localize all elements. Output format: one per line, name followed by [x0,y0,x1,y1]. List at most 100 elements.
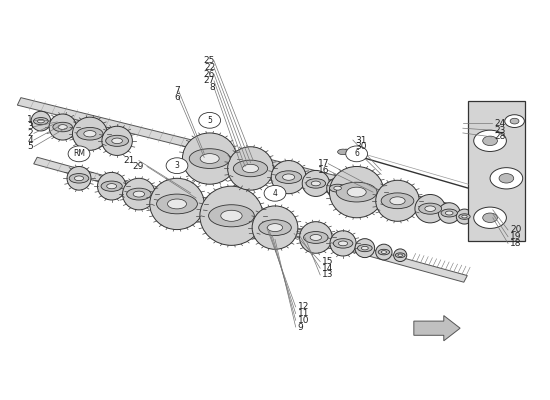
Ellipse shape [376,180,419,221]
Ellipse shape [381,251,387,254]
Ellipse shape [329,166,384,218]
Text: 4: 4 [27,136,32,144]
Ellipse shape [334,186,342,190]
Text: RM: RM [73,149,85,158]
Ellipse shape [123,178,155,210]
Text: 17: 17 [318,159,329,168]
Ellipse shape [102,126,133,156]
Ellipse shape [459,214,470,219]
Ellipse shape [49,114,76,140]
Text: 25: 25 [204,56,215,65]
Ellipse shape [510,118,519,124]
Ellipse shape [419,203,442,214]
Ellipse shape [329,184,346,192]
Ellipse shape [474,207,507,228]
Text: 26: 26 [204,70,215,79]
Ellipse shape [302,170,329,196]
Text: 11: 11 [298,309,309,318]
Text: 31: 31 [355,136,366,144]
Ellipse shape [133,191,145,197]
Ellipse shape [77,128,103,140]
Text: 21: 21 [124,156,135,165]
Ellipse shape [310,234,322,240]
Ellipse shape [394,249,407,262]
Ellipse shape [189,149,230,168]
Ellipse shape [438,203,460,223]
Ellipse shape [483,213,497,222]
Polygon shape [414,316,460,341]
Ellipse shape [327,178,349,198]
Ellipse shape [276,171,302,184]
Ellipse shape [330,231,356,256]
Text: 30: 30 [355,142,366,151]
Ellipse shape [58,125,67,129]
Text: 1: 1 [27,116,32,124]
Ellipse shape [483,136,497,146]
Text: 2: 2 [27,129,32,138]
Ellipse shape [107,184,117,189]
Ellipse shape [306,179,326,188]
Ellipse shape [112,138,123,144]
Ellipse shape [398,254,403,256]
Text: 14: 14 [322,264,334,273]
Ellipse shape [474,130,507,152]
Ellipse shape [101,181,122,191]
Text: 20: 20 [510,226,521,234]
Ellipse shape [456,209,472,224]
Text: 5: 5 [207,116,212,125]
Ellipse shape [67,166,91,190]
Ellipse shape [505,115,524,128]
Ellipse shape [415,194,446,223]
Ellipse shape [157,194,197,214]
Text: 6: 6 [354,149,359,158]
Text: 22: 22 [204,63,215,72]
Polygon shape [18,98,451,212]
Text: 15: 15 [322,257,334,266]
Circle shape [346,146,367,162]
Ellipse shape [37,119,45,123]
Circle shape [199,112,221,128]
Ellipse shape [376,244,392,260]
Text: 3: 3 [27,122,32,131]
Ellipse shape [390,197,405,205]
Ellipse shape [347,187,366,197]
Ellipse shape [311,181,321,186]
Ellipse shape [355,239,375,258]
Ellipse shape [208,205,254,227]
Text: 29: 29 [132,162,143,171]
Ellipse shape [378,249,389,255]
Ellipse shape [53,122,73,132]
Text: 27: 27 [204,76,215,85]
Text: 4: 4 [273,189,277,198]
Ellipse shape [358,244,372,252]
Ellipse shape [200,186,263,245]
Ellipse shape [84,130,96,137]
Text: 19: 19 [510,232,522,241]
Text: 6: 6 [174,93,180,102]
Ellipse shape [304,232,328,243]
Ellipse shape [106,135,129,146]
Ellipse shape [258,220,292,236]
Ellipse shape [243,164,258,172]
Ellipse shape [499,174,514,183]
Text: 16: 16 [318,166,329,175]
Ellipse shape [425,206,436,212]
Ellipse shape [73,117,107,150]
Circle shape [264,186,286,201]
Ellipse shape [462,215,467,218]
Ellipse shape [395,253,405,258]
Ellipse shape [361,246,369,250]
Ellipse shape [183,133,237,184]
Ellipse shape [271,160,306,194]
Ellipse shape [490,168,522,189]
Ellipse shape [150,178,204,230]
Ellipse shape [167,199,186,209]
Ellipse shape [200,154,219,164]
Text: 7: 7 [174,86,180,95]
Ellipse shape [283,174,295,180]
Ellipse shape [267,224,283,232]
Ellipse shape [338,241,348,246]
Ellipse shape [34,118,48,125]
Text: 10: 10 [298,316,309,325]
Polygon shape [34,157,467,282]
